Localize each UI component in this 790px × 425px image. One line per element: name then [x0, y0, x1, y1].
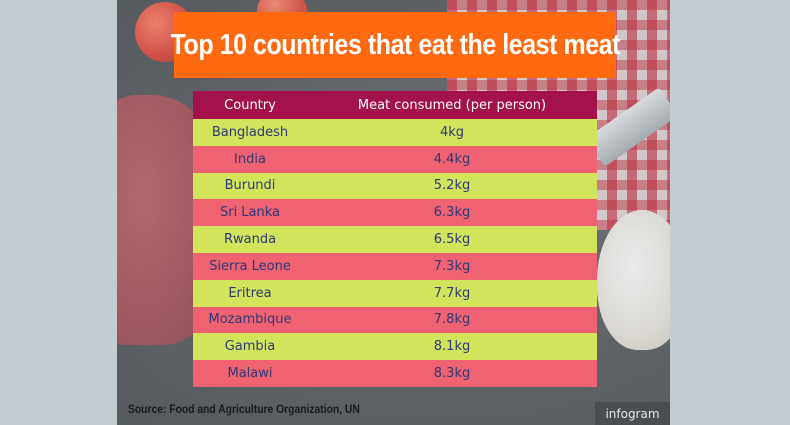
country-cell: Bangladesh: [211, 124, 289, 140]
table-body: Bangladesh 4kg India 4.4kg Burundi 5.2kg Sri L…: [193, 119, 597, 387]
meat-value-cell: 8.3kg: [433, 366, 471, 382]
column-header-meat: Meat consumed (per person): [357, 97, 547, 113]
table-header: Country Meat consumed (per person): [193, 91, 597, 119]
meat-value-cell: 7.7kg: [433, 285, 471, 301]
country-cell: India: [234, 151, 266, 167]
table-row: Rwanda 6.5kg: [193, 226, 597, 253]
table-row: Sri Lanka 6.3kg: [193, 199, 597, 227]
country-cell: Sierra Leone: [209, 258, 291, 274]
title-banner: Top 10 countries that eat the least meat: [170, 12, 620, 78]
country-cell: Sri Lanka: [219, 205, 281, 221]
data-table: Country Meat consumed (per person) Bangl…: [193, 91, 597, 387]
meat-value-cell: 4.4kg: [433, 151, 471, 167]
table-row: Malawi 8.3kg: [193, 360, 597, 387]
table-row: Eritrea 7.7kg: [193, 279, 597, 307]
meat-value-cell: 7.8kg: [433, 312, 471, 328]
table-row: India 4.4kg: [193, 145, 597, 173]
table-row: Mozambique 7.8kg: [193, 306, 597, 334]
infogram-logo: infogram: [595, 402, 670, 425]
meat-value-cell: 4kg: [439, 124, 465, 140]
table-row: Bangladesh 4kg: [193, 119, 597, 146]
country-cell: Malawi: [227, 366, 273, 382]
source-note: Source: Food and Agriculture Organizatio…: [128, 402, 360, 416]
table-row: Gambia 8.1kg: [193, 333, 597, 361]
table-row: Sierra Leone 7.3kg: [193, 252, 597, 280]
table-row: Burundi 5.2kg: [193, 172, 597, 200]
chart-title: Top 10 countries that eat the least meat: [170, 28, 620, 61]
country-cell: Mozambique: [208, 312, 292, 328]
meat-value-cell: 6.3kg: [433, 205, 471, 221]
meat-value-cell: 5.2kg: [433, 178, 471, 194]
column-header-country: Country: [224, 97, 276, 113]
country-cell: Burundi: [224, 178, 276, 194]
meat-value-cell: 8.1kg: [433, 339, 471, 355]
meat-value-cell: 7.3kg: [433, 258, 471, 274]
country-cell: Eritrea: [228, 285, 272, 301]
garlic-image: [597, 210, 670, 350]
meat-value-cell: 6.5kg: [433, 232, 471, 248]
country-cell: Rwanda: [223, 232, 277, 248]
country-cell: Gambia: [224, 339, 276, 355]
